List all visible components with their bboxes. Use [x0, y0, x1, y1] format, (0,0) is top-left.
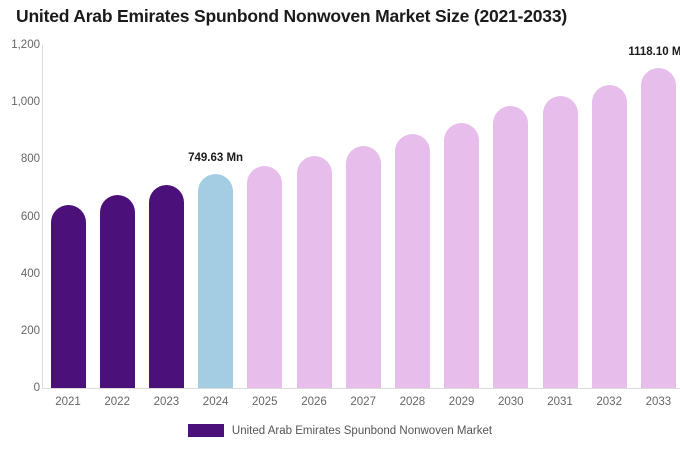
bar-2026[interactable] [296, 156, 332, 388]
value-label-2024: 749.63 Mn [188, 151, 244, 164]
bar-2025[interactable] [247, 166, 283, 388]
x-tick-label-2030: 2030 [498, 396, 524, 408]
x-tick-label-2025: 2025 [252, 396, 278, 408]
chart-title: United Arab Emirates Spunbond Nonwoven M… [16, 6, 567, 26]
bar-2023[interactable] [148, 184, 184, 388]
bar-2022[interactable] [99, 195, 135, 388]
bar-2032[interactable] [591, 85, 627, 388]
x-tick-label-2024: 2024 [202, 396, 229, 408]
bar-2024[interactable] [198, 173, 234, 388]
x-tick-label-2032: 2032 [596, 396, 622, 408]
bar-2029[interactable] [444, 122, 480, 388]
bar-2033[interactable] [640, 68, 676, 388]
bar-2027[interactable] [345, 146, 381, 388]
legend-label-market: United Arab Emirates Spunbond Nonwoven M… [231, 424, 493, 437]
bar-2031[interactable] [542, 95, 578, 388]
x-tick-label-2023: 2023 [153, 396, 180, 408]
y-tick-label: 0 [33, 382, 40, 394]
y-tick-label: 1,200 [11, 39, 40, 51]
x-tick-label-2033: 2033 [645, 396, 672, 408]
x-tick-label-2028: 2028 [399, 396, 426, 408]
x-tick-label-2027: 2027 [350, 396, 376, 408]
y-axis-tick-labels: 0 200 400 600 800 1,000 1,200 [0, 0, 40, 450]
bar-2030[interactable] [493, 105, 529, 388]
bar-2028[interactable] [394, 133, 430, 388]
legend-swatch-market [187, 424, 224, 437]
y-tick-label: 800 [20, 153, 40, 166]
x-tick-label-2026: 2026 [301, 396, 327, 408]
value-label-2033: 1118.10 Mn [628, 46, 680, 59]
x-tick-label-2029: 2029 [448, 396, 475, 408]
y-tick-label: 1,000 [11, 96, 40, 109]
bar-2021[interactable] [50, 205, 86, 388]
x-tick-label-2021: 2021 [55, 396, 81, 408]
chart-legend: United Arab Emirates Spunbond Nonwoven M… [0, 424, 680, 437]
y-axis-line [42, 45, 43, 388]
y-tick-label: 200 [20, 324, 40, 337]
x-tick-label-2022: 2022 [104, 396, 130, 408]
y-tick-label: 600 [20, 210, 40, 223]
y-tick-label: 400 [20, 267, 40, 280]
x-tick-label-2031: 2031 [547, 396, 573, 408]
x-axis-line [42, 388, 680, 389]
